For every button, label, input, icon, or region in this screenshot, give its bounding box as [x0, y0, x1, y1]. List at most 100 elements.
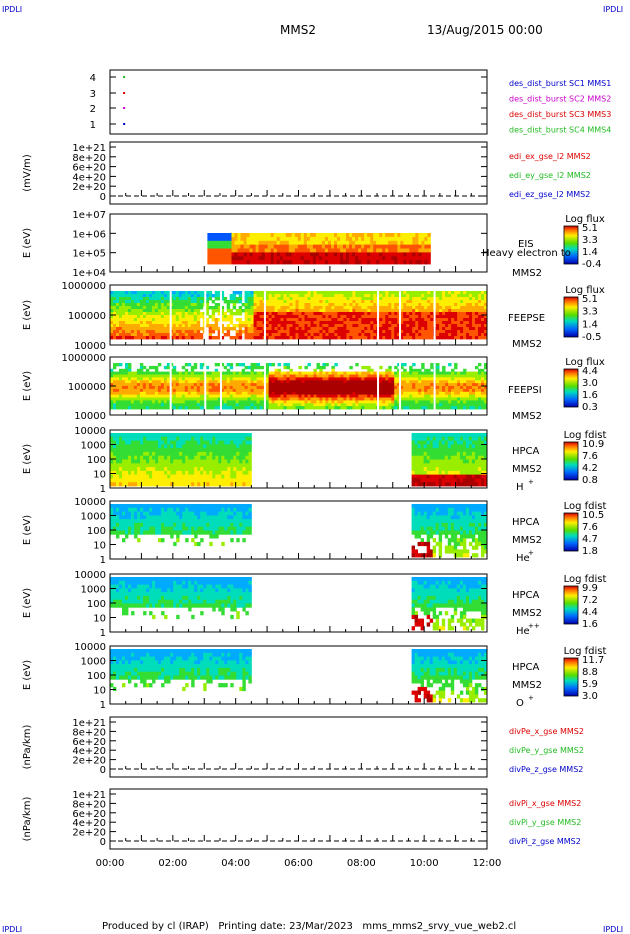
panel-feepse-cell	[119, 291, 123, 295]
panel-feepsi-cell	[122, 374, 126, 378]
panel-feepse-cell	[403, 333, 407, 337]
panel-feepsi-cell	[439, 371, 443, 375]
panel-feepsi-cell	[220, 374, 225, 378]
panel-feepsi-cell	[328, 406, 332, 410]
panel-feepse-cell	[268, 327, 272, 331]
panel-feepse-cell	[445, 294, 449, 298]
panel-feepsi-cell	[373, 391, 377, 396]
panel-eis-cell	[252, 240, 256, 246]
panel-feepse-cell	[166, 321, 171, 325]
panel-feepse-cell	[331, 306, 335, 310]
panel-eis-cell	[225, 260, 229, 265]
panel-feepse-cell	[151, 300, 156, 304]
panel-feepse-cell	[217, 333, 222, 337]
panel-feepsi-cell	[460, 388, 464, 393]
panel-feepse-cell	[481, 306, 485, 310]
panel-eis-cell	[346, 260, 350, 265]
panel-feepsi-cell	[322, 403, 326, 407]
panel-feepse-cell	[214, 303, 219, 307]
panel-feepse-cell	[130, 315, 135, 319]
panel-feepse-cell	[349, 312, 353, 316]
panel-hpca_h-cell	[116, 436, 120, 441]
panel-feepsi-cell	[205, 365, 210, 370]
panel-feepsi-cell	[328, 377, 332, 381]
panel-feepse-cell	[409, 315, 413, 319]
panel-feepsi-cell	[445, 391, 449, 396]
panel-hpca_h-cell	[134, 459, 138, 464]
panel-feepsi-cell	[259, 388, 263, 393]
panel-feepsi-cell	[394, 377, 398, 381]
panel-feepse-cell	[136, 321, 141, 325]
panel-feepse-cell	[337, 336, 341, 340]
panel-feepse-cell	[268, 309, 272, 313]
panel-feepse-cell	[122, 318, 126, 322]
panel-feepse-cell	[328, 324, 332, 328]
panel-feepse-cell	[119, 333, 123, 337]
panel-feepse-cell	[307, 318, 311, 322]
panel-feepse-cell	[187, 324, 192, 328]
panel-feepsi-cell	[160, 397, 165, 401]
panel-feepse-cell	[172, 312, 177, 316]
panel-feepsi-cell	[406, 388, 410, 393]
panel-feepse-cell	[136, 309, 141, 313]
panel-feepse-cell	[346, 333, 350, 337]
panel-feepse-cell	[184, 327, 189, 331]
panel-feepse-cell	[352, 303, 356, 307]
panel-feepse-cell	[298, 291, 302, 295]
panel-hpca_h-cell	[125, 433, 129, 438]
panel-feepse-cell	[148, 315, 153, 319]
panel-feepsi-cell	[460, 383, 464, 387]
panel-feepsi-cell	[475, 386, 479, 390]
panel-eis-cell	[312, 248, 317, 253]
panel-eis-cell	[337, 252, 341, 257]
panel-feepse-cell	[119, 297, 123, 301]
panel-feepse-cell	[211, 294, 216, 298]
panel-feepsi-cell	[247, 391, 251, 396]
panel-feepsi-cell	[190, 400, 195, 404]
panel-feepsi-cell	[304, 383, 308, 387]
panel-feepse-cell	[322, 303, 326, 307]
panel-feepse-cell	[388, 333, 392, 337]
panel-feepsi-cell	[316, 371, 320, 375]
panel-feepsi-cell	[116, 371, 120, 375]
panel-feepsi-cell	[484, 394, 488, 398]
panel-feepsi-cell	[334, 377, 338, 381]
panel-feepsi-cell	[128, 380, 132, 384]
panel-hpca_h-cell	[185, 433, 189, 438]
panel-feepsi-cell	[232, 394, 237, 398]
panel-feepsi-cell	[196, 388, 201, 393]
panel-feepse-cell	[160, 330, 165, 334]
panel-feepsi-cell	[142, 377, 147, 381]
panel-hpca_h-cell	[170, 436, 174, 441]
panel-feepse-cell	[259, 318, 263, 322]
panel-feepsi-cell	[205, 377, 210, 381]
panel-feepse-cell	[445, 330, 449, 334]
panel-eis-cell	[343, 233, 347, 238]
panel-feepsi-cell	[346, 377, 350, 381]
panel-hpca_h-cell	[167, 451, 171, 457]
panel-eis-cell	[367, 260, 371, 265]
panel-feepsi-cell	[139, 391, 144, 396]
panel-feepsi-cell	[232, 403, 237, 407]
panel-hpca_h-cell	[170, 448, 174, 453]
panel-feepsi-cell	[412, 406, 416, 410]
panel-feepse-cell	[391, 300, 395, 304]
panel-feepse-cell	[292, 315, 296, 319]
panel-feepsi-cell	[373, 400, 377, 404]
panel-feepse-cell	[406, 333, 410, 337]
panel-eis-cell	[273, 260, 278, 265]
panel-feepse-cell	[199, 294, 204, 298]
panel-feepsi-cell	[232, 391, 237, 396]
panel-hpca_h-cell	[167, 455, 171, 460]
panel-eis-cell	[388, 260, 392, 265]
panel-feepsi-cell	[190, 386, 195, 390]
panel-eis-cell	[337, 248, 341, 253]
panel-hpca_h-cell	[173, 474, 177, 479]
panel-feepse-cell	[373, 300, 377, 304]
panel-feepsi-cell	[475, 388, 479, 393]
panel-hpca_h-cell	[152, 478, 156, 483]
panel-feepsi-cell	[247, 365, 251, 370]
panel-feepsi-cell	[430, 397, 434, 401]
panel-feepsi-cell	[178, 377, 183, 381]
